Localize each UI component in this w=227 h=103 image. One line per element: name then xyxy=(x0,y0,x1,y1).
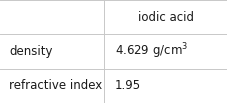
Text: iodic acid: iodic acid xyxy=(137,11,193,24)
Text: refractive index: refractive index xyxy=(9,79,102,92)
Text: 4.629 g/cm$^{3}$: 4.629 g/cm$^{3}$ xyxy=(115,42,188,61)
Text: 1.95: 1.95 xyxy=(115,79,141,92)
Text: density: density xyxy=(9,45,52,58)
